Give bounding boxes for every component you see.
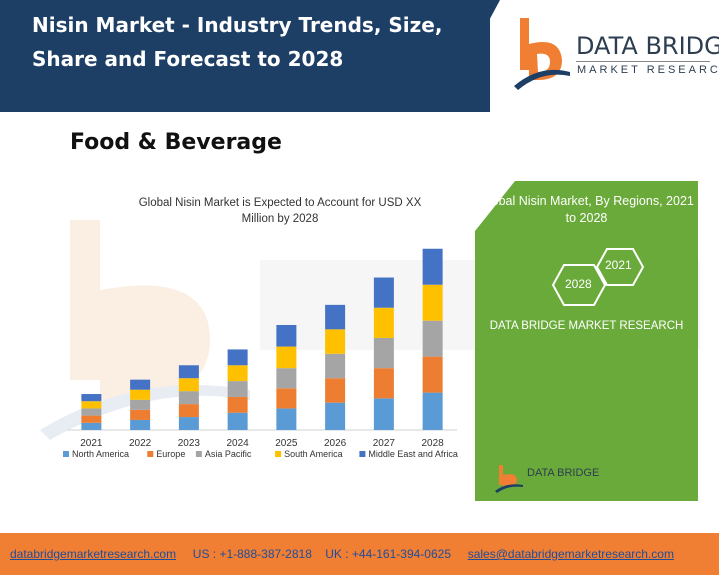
bar-segment-2026-europe <box>325 378 346 403</box>
bar-segment-2023-asia-pacific <box>178 391 199 405</box>
legend-label: Middle East and Africa <box>368 449 458 459</box>
x-tick-label: 2025 <box>275 438 298 449</box>
uk-phone: UK : +44-161-394-0625 <box>325 547 451 561</box>
email-link[interactable]: sales@databridgemarketresearch.com <box>467 547 674 561</box>
bar-segment-2024-south-america <box>227 365 248 382</box>
bar-segment-2025-europe <box>276 388 297 409</box>
header-wedge <box>440 0 500 112</box>
x-tick-label: 2028 <box>422 438 445 449</box>
x-tick-label: 2021 <box>80 438 103 449</box>
bar-segment-2028-europe <box>422 356 443 393</box>
bar-segment-2022-asia-pacific <box>130 399 151 410</box>
bar-segment-2021-asia-pacific <box>81 408 102 416</box>
bar-segment-2025-asia-pacific <box>276 368 297 389</box>
year-end-label: 2028 <box>565 277 592 291</box>
x-tick-label: 2022 <box>129 438 152 449</box>
us-phone: US : +1-888-387-2818 <box>192 547 312 561</box>
footer-contacts: databridgemarketresearch.com US : +1-888… <box>10 547 674 561</box>
bar-segment-2024-asia-pacific <box>227 381 248 397</box>
bar-segment-2028-north-america <box>422 392 443 430</box>
bar-segment-2025-north-america <box>276 408 297 430</box>
brand-label: DATA BRIDGE MARKET RESEARCH <box>489 320 684 332</box>
logo-name: DATA BRIDGE <box>576 32 719 60</box>
bar-segment-2025-south-america <box>276 346 297 369</box>
x-tick-label: 2026 <box>324 438 347 449</box>
logo-icon <box>514 18 570 90</box>
legend-swatch <box>275 451 282 457</box>
bar-segment-2027-north-america <box>373 398 394 430</box>
bar-segment-2026-middle-east-and-africa <box>325 304 346 330</box>
bar-segment-2023-north-america <box>178 417 199 430</box>
section-title: Food & Beverage <box>70 130 282 155</box>
bar-segment-2021-north-america <box>81 422 102 430</box>
bar-segment-2027-middle-east-and-africa <box>373 277 394 308</box>
bar-segment-2024-middle-east-and-africa <box>227 349 248 366</box>
legend-label: South America <box>284 449 343 459</box>
hexagon-2028-icon <box>551 264 607 306</box>
bar-segment-2027-asia-pacific <box>373 337 394 369</box>
mini-logo-icon <box>495 465 523 493</box>
bar-segment-2024-europe <box>227 396 248 413</box>
legend-swatch <box>359 451 366 457</box>
legend-label: Europe <box>156 449 185 459</box>
bar-segment-2022-north-america <box>130 419 151 430</box>
legend-swatch <box>147 451 154 457</box>
hexagon-2021-icon <box>595 248 645 286</box>
header: Nisin Market - Industry Trends, Size, Sh… <box>0 0 719 112</box>
bar-segment-2028-south-america <box>422 284 443 321</box>
header-band <box>0 0 490 112</box>
data-bridge-logo: DATA BRIDGE MARKET RESEARCH <box>510 14 719 94</box>
bar-segment-2023-middle-east-and-africa <box>178 365 199 379</box>
regions-panel-corner <box>475 181 515 231</box>
legend-swatch <box>195 451 202 457</box>
page-title: Nisin Market - Industry Trends, Size, Sh… <box>32 13 443 71</box>
regions-panel: Global Nisin Market, By Regions, 2021 to… <box>475 181 698 501</box>
bar-segment-2027-south-america <box>373 307 394 338</box>
stacked-bar-chart: 2021 2022 2023 2024 2025 2026 2027 2028 North Am… <box>63 248 458 459</box>
bar-segment-2024-north-america <box>227 412 248 430</box>
x-tick-label: 2023 <box>178 438 201 449</box>
bar-segment-2028-asia-pacific <box>422 320 443 357</box>
bar-segment-2022-europe <box>130 409 151 420</box>
bar-segment-2027-europe <box>373 368 394 399</box>
bar-segment-2021-middle-east-and-africa <box>81 394 102 402</box>
mini-logo-text: DATA BRIDGE <box>527 467 600 479</box>
logo-divider <box>576 61 710 62</box>
chart-panel: Global Nisin Market is Expected to Accou… <box>45 183 475 473</box>
legend-label: Asia Pacific <box>205 449 252 459</box>
bar-segment-2022-middle-east-and-africa <box>130 379 151 390</box>
bar-segment-2026-asia-pacific <box>325 353 346 379</box>
bar-segment-2021-south-america <box>81 401 102 409</box>
bar-segment-2023-south-america <box>178 378 199 392</box>
bar-segment-2023-europe <box>178 404 199 418</box>
bar-segment-2021-europe <box>81 415 102 423</box>
bar-segment-2025-middle-east-and-africa <box>276 324 297 347</box>
regions-panel-title: Global Nisin Market, By Regions, 2021 to… <box>479 194 694 225</box>
logo-subtitle: MARKET RESEARCH <box>577 64 719 76</box>
legend-swatch <box>63 451 69 457</box>
x-tick-label: 2024 <box>227 438 250 449</box>
x-tick-label: 2027 <box>373 438 396 449</box>
bar-segment-2026-south-america <box>325 329 346 354</box>
bar-segment-2028-middle-east-and-africa <box>422 248 443 285</box>
bar-segment-2026-north-america <box>325 402 346 430</box>
website-link[interactable]: databridgemarketresearch.com <box>10 547 177 561</box>
legend-label: North America <box>72 449 129 459</box>
year-start-label: 2021 <box>605 258 632 272</box>
chart-title: Global Nisin Market is Expected to Accou… <box>138 197 422 225</box>
bar-segment-2022-south-america <box>130 389 151 400</box>
footer: databridgemarketresearch.com US : +1-888… <box>0 533 719 575</box>
